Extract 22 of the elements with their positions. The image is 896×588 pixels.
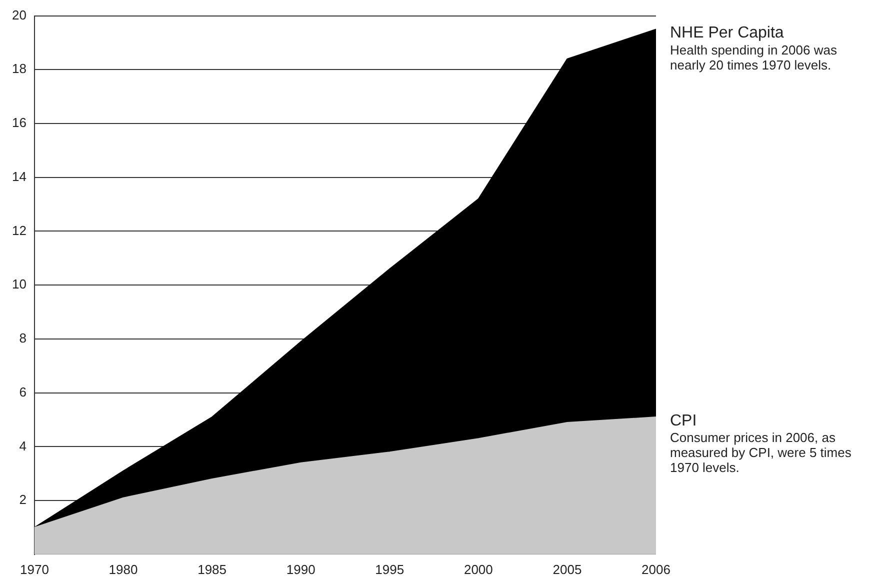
y-tick-label: 8 [19, 330, 26, 346]
y-tick-label: 12 [12, 222, 26, 238]
series-label: CPI [670, 412, 697, 430]
y-tick-label: 2 [19, 492, 26, 508]
y-tick-label: 10 [12, 276, 26, 292]
x-tick-label: 1995 [375, 562, 404, 577]
x-tick-label: 1990 [286, 562, 316, 577]
annotation: Consumer prices in 2006, as measured by CPI, were 5 times 1970 levels. [670, 430, 852, 476]
x-tick-label: 1985 [198, 562, 227, 577]
x-tick-label: 2000 [464, 562, 493, 577]
series-label: NHE Per Capita [670, 24, 784, 42]
y-tick-label: 18 [12, 61, 26, 76]
y-tick-label: 6 [19, 384, 26, 400]
y-tick-label: 16 [12, 115, 26, 130]
x-tick-label: 2005 [552, 562, 582, 577]
x-tick-label: 1970 [20, 562, 49, 577]
y-tick-label: 4 [19, 438, 26, 454]
x-tick-label: 1980 [108, 562, 138, 577]
annotation: Health spending in 2006 was nearly 20 times 1970 levels. [670, 42, 838, 72]
y-tick-label: 14 [12, 168, 26, 184]
y-tick-label: 20 [12, 7, 26, 22]
x-tick-label: 2006 [642, 562, 670, 577]
